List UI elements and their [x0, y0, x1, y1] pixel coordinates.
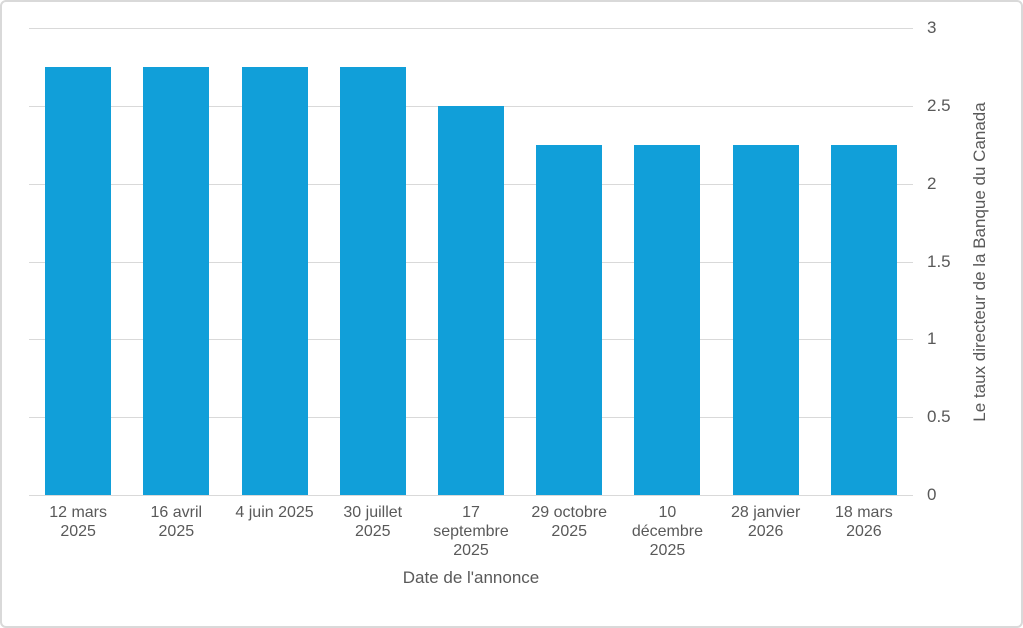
x-axis-title: Date de l'annonce — [402, 568, 540, 587]
plot-area — [29, 28, 913, 496]
x-tick-label: 10 décembre 2025 — [631, 504, 704, 559]
bar-16 avril 2025 — [143, 66, 210, 495]
x-tick-label: 29 octobre 2025 — [531, 504, 608, 540]
x-tick-label: 4 juin 2025 — [235, 504, 314, 521]
x-tick-label: 30 juillet 2025 — [343, 504, 403, 540]
y-tick-label: 2.5 — [927, 95, 951, 115]
y-tick-label: 2 — [927, 173, 937, 193]
x-axis-labels: 12 mars 2025 16 avril 2025 4 juin 2025 30 j… — [29, 503, 913, 563]
x-tick-label: 16 avril 2025 — [150, 504, 203, 540]
x-tick-label: 28 janvier 2026 — [730, 504, 801, 540]
y-axis-title: Le taux directeur de la Banque du Canada — [970, 102, 989, 422]
bar-28 janvier 2026 — [732, 144, 799, 495]
bar-12 mars 2025 — [45, 66, 112, 495]
y-tick-label: 1 — [927, 329, 937, 349]
x-tick-label: 12 mars 2025 — [49, 504, 107, 540]
bar-18 mars 2026 — [830, 144, 897, 495]
bar-10 décembre 2025 — [634, 144, 701, 495]
bar-17 septembre 2025 — [438, 105, 504, 495]
y-tick-label: 1.5 — [927, 251, 951, 271]
gridline — [29, 495, 913, 496]
y-tick-label: 0.5 — [927, 407, 951, 427]
x-tick-label: 18 mars 2026 — [834, 504, 893, 540]
bar-30 juillet 2025 — [339, 66, 406, 495]
y-tick-label: 0 — [927, 485, 937, 504]
x-tick-label: 17 septembre 2025 — [433, 504, 509, 559]
y-tick-label: 3 — [927, 18, 937, 37]
gridline — [29, 28, 913, 29]
bar-4 juin 2025 — [241, 66, 308, 495]
bar-29 octobre 2025 — [536, 144, 603, 495]
